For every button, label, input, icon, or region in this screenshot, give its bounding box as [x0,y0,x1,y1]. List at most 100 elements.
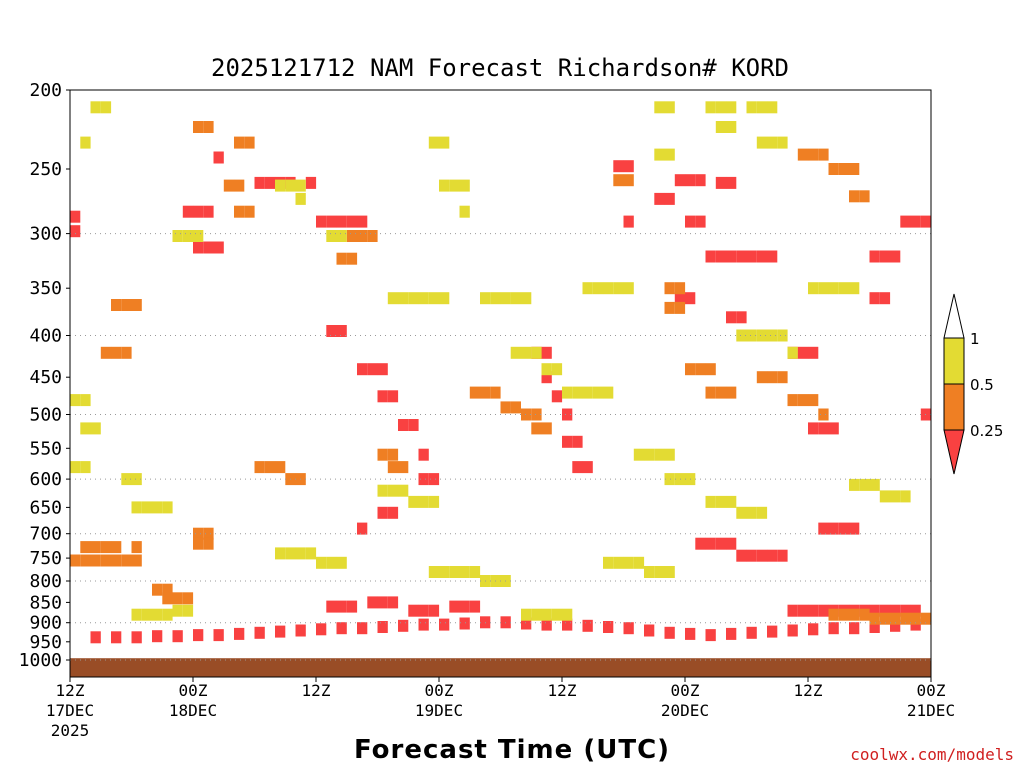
heatmap-cell [613,556,624,569]
heatmap-cell [664,101,675,114]
heatmap-cell [510,292,521,305]
heatmap-cell [869,292,880,305]
x-tick-label: 21DEC [907,701,955,720]
y-tick-label: 450 [29,367,62,388]
heatmap-cell [551,363,563,376]
heatmap-cell [623,174,634,187]
heatmap-cell [264,176,276,189]
heatmap-cell [111,541,122,554]
heatmap-cell [900,612,911,625]
heatmap-cell [459,179,470,192]
heatmap-cell [357,622,368,635]
heatmap-cell [459,617,470,630]
heatmap-cell [756,329,768,342]
heatmap-cell [674,292,686,305]
heatmap-cell [838,608,850,621]
heatmap-cell [521,346,532,359]
heatmap-cell [828,422,839,435]
heatmap-cell [726,627,737,640]
heatmap-cell [756,101,768,114]
heatmap-cell [490,292,501,305]
heatmap-cell [172,604,183,617]
heatmap-cell [746,250,757,263]
heatmap-cell [510,401,521,414]
heatmap-cell [623,282,634,295]
heatmap-cell [193,121,204,133]
heatmap-cell [592,282,604,295]
heatmap-cell [90,422,101,435]
heatmap-cell [869,604,880,617]
heatmap-cell [582,386,593,399]
heatmap-cell [541,422,552,435]
heatmap-cell [326,600,337,613]
heatmap-cell [818,282,829,295]
heatmap-cell [767,101,778,114]
heatmap-cell [162,583,173,596]
heatmap-cell [141,608,153,621]
heatmap-cell [726,250,737,263]
heatmap-cell [623,622,634,635]
heatmap-cell [131,541,142,554]
heatmap-cell [162,501,173,514]
heatmap-cell [439,136,450,149]
heatmap-cell [849,608,860,621]
heatmap-cell [234,205,245,218]
heatmap-cell [695,537,706,550]
heatmap-cell [213,629,224,642]
heatmap-cell [838,522,850,535]
heatmap-cell [346,230,358,242]
heatmap-cell [808,623,819,636]
legend-label: 0.5 [970,376,994,394]
heatmap-cell [377,363,388,376]
heatmap-cell [736,506,747,519]
legend-label: 1 [970,330,980,348]
heatmap-cell [367,596,378,609]
heatmap-cell [326,325,337,337]
heatmap-cell [316,623,327,636]
heatmap-cell [244,205,255,218]
heatmap-cell [121,554,132,567]
heatmap-cell [480,386,491,399]
heatmap-cell [890,490,901,503]
heatmap-cell [726,386,737,399]
heatmap-cell [541,371,552,384]
heatmap-cell [541,363,552,376]
chart-title: 2025121712 NAM Forecast Richardson# KORD [211,54,789,82]
heatmap-cell [428,136,440,149]
heatmap-cell [449,600,460,613]
heatmap-cell [80,541,91,554]
heatmap-cell [582,461,593,474]
heatmap-cell [316,215,327,228]
heatmap-cell [510,346,521,359]
heatmap-cell [726,176,737,189]
y-tick-label: 650 [29,497,62,518]
heatmap-cell [603,282,614,295]
heatmap-cell [808,394,819,407]
heatmap-cell [705,629,716,642]
heatmap-cell [428,566,440,578]
heatmap-cell [428,473,440,486]
heatmap-cell [418,448,429,461]
heatmap-cell [726,311,737,324]
heatmap-cell [326,230,337,242]
heatmap-cell [285,179,296,192]
heatmap-cell [121,473,132,486]
heatmap-cell [111,554,122,567]
heatmap-cell [336,230,347,242]
heatmap-cell [562,435,573,448]
heatmap-cell [203,121,214,133]
heatmap-cell [234,627,245,640]
heatmap-cell [418,292,429,305]
heatmap-cell [387,292,399,305]
heatmap-cell [387,484,399,497]
heatmap-cell [131,501,142,514]
heatmap-cell [849,522,860,535]
heatmap-cell [459,566,470,578]
heatmap-cell [715,101,727,114]
heatmap-cell [900,215,911,228]
x-tick-label: 00Z [917,681,946,700]
heatmap-cell [254,626,265,639]
heatmap-cell [90,101,101,114]
heatmap-cell [603,556,614,569]
heatmap-cell [336,215,347,228]
